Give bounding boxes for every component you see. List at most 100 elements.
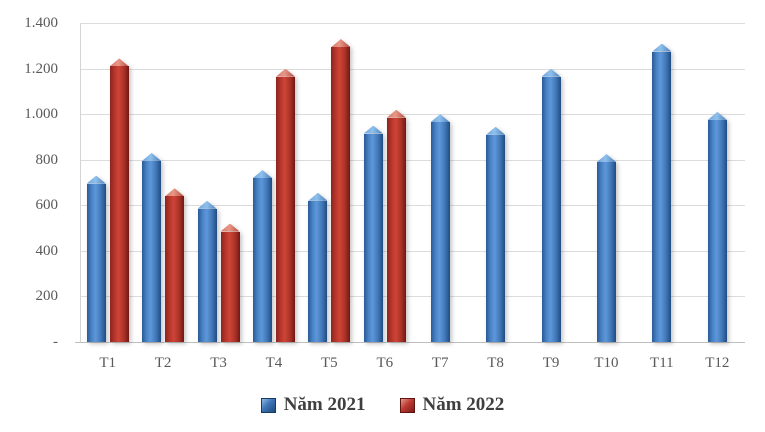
x-axis-label-t11: T11 — [650, 355, 674, 371]
bar-nam-2021-t7 — [430, 114, 450, 342]
bar-body — [252, 177, 272, 342]
legend-item-nam-2022: Năm 2022 — [399, 394, 505, 416]
x-axis-label-t9: T9 — [542, 355, 560, 371]
x-axis-label-t8: T8 — [487, 355, 504, 371]
bar-group-t4 — [246, 23, 301, 342]
bar-nam-2021-t4 — [252, 169, 272, 342]
y-axis-tick-label: 800 — [35, 151, 59, 168]
bar-cap — [386, 109, 406, 118]
bar-cap — [363, 125, 383, 134]
bar-cap — [142, 152, 162, 161]
y-axis-tick-label: 200 — [35, 288, 59, 305]
x-axis-label-t12: T12 — [705, 355, 730, 371]
legend-label-2022: Năm 2022 — [422, 394, 505, 415]
bar-nam-2021-t1 — [86, 175, 106, 342]
bar-cap — [86, 175, 106, 184]
bar-body — [652, 51, 672, 342]
y-axis-tick-label: - — [53, 334, 58, 350]
x-axis-label-t1: T1 — [99, 355, 117, 371]
bar-body — [430, 122, 450, 342]
legend: Năm 2021 Năm 2022 — [0, 394, 765, 416]
bar-cap — [308, 192, 328, 201]
bar-cap — [486, 126, 506, 135]
y-axis-tick-label: 600 — [35, 197, 59, 214]
bar-nam-2021-t8 — [486, 126, 506, 342]
gridline — [80, 296, 745, 298]
bar-cap — [652, 43, 672, 52]
bar-nam-2022-t1 — [109, 58, 129, 342]
bar-body — [541, 76, 561, 342]
bar-body — [220, 231, 240, 342]
gridline — [80, 23, 745, 24]
bar-cap — [275, 68, 295, 77]
gridline — [80, 250, 745, 252]
bar-body — [197, 208, 217, 342]
bar-cap — [331, 38, 351, 47]
bar-group-t6 — [357, 23, 412, 342]
gridline — [80, 114, 745, 116]
bar-group-t9 — [523, 23, 578, 342]
x-axis-label-t3: T3 — [210, 355, 227, 371]
bar-nam-2021-t12 — [707, 111, 727, 342]
bar-nam-2022-t3 — [220, 223, 240, 342]
bar-group-t8 — [468, 23, 523, 342]
bar-body — [142, 160, 162, 342]
x-axis-line — [75, 342, 745, 343]
bar-nam-2022-t4 — [275, 68, 295, 342]
bar-body — [363, 133, 383, 342]
x-axis-label-t5: T5 — [321, 355, 338, 371]
bar-body — [596, 162, 616, 342]
y-axis-line — [80, 23, 81, 342]
bar-group-t5 — [302, 23, 357, 342]
bar-nam-2021-t3 — [197, 200, 217, 342]
y-axis-tick-label: 1.200 — [24, 60, 58, 77]
legend-marker-2022-icon — [399, 397, 415, 413]
bar-cap — [220, 223, 240, 232]
bar-cap — [541, 68, 561, 77]
bar-nam-2021-t2 — [142, 152, 162, 342]
x-axis-label-t7: T7 — [431, 355, 449, 371]
bar-group-t10 — [579, 23, 634, 342]
bar-nam-2022-t2 — [165, 188, 185, 342]
bar-nam-2021-t10 — [596, 154, 616, 342]
y-axis-tick-label: 400 — [35, 242, 59, 259]
bar-nam-2021-t11 — [652, 43, 672, 342]
bar-cap — [165, 188, 185, 197]
bar-nam-2021-t9 — [541, 68, 561, 342]
bar-body — [308, 200, 328, 342]
x-axis-label-t4: T4 — [265, 355, 283, 371]
bar-cap — [430, 114, 450, 123]
x-axis-label-t6: T6 — [376, 355, 394, 371]
bar-body — [486, 134, 506, 342]
y-axis-tick-label: 1.400 — [24, 15, 58, 31]
y-axis-tick-label: 1.000 — [24, 106, 58, 123]
bar-nam-2022-t5 — [331, 38, 351, 342]
bar-body — [86, 183, 106, 342]
bar-nam-2022-t6 — [386, 109, 406, 342]
bar-nam-2021-t6 — [363, 125, 383, 342]
bar-group-t3 — [191, 23, 246, 342]
bar-group-t7 — [413, 23, 468, 342]
bar-nam-2021-t5 — [308, 192, 328, 342]
gridline — [80, 68, 745, 70]
bar-body — [707, 119, 727, 342]
gridline — [80, 159, 745, 161]
bar-body — [109, 66, 129, 342]
bar-group-t2 — [135, 23, 190, 342]
bar-group-t1 — [80, 23, 135, 342]
x-axis-label-t2: T2 — [154, 355, 172, 371]
bar-cap — [252, 169, 272, 178]
x-axis-label-t10: T10 — [594, 355, 619, 371]
bar-body — [275, 76, 295, 342]
bar-body — [386, 117, 406, 342]
gridline — [80, 205, 745, 207]
legend-marker-2021-icon — [260, 397, 276, 413]
bar-cap — [197, 200, 217, 209]
bar-cap — [109, 58, 129, 67]
bar-cap — [596, 154, 616, 163]
bar-cap — [707, 111, 727, 120]
bar-body — [165, 196, 185, 342]
bar-group-t12 — [690, 23, 745, 342]
legend-item-nam-2021: Năm 2021 — [260, 394, 366, 416]
